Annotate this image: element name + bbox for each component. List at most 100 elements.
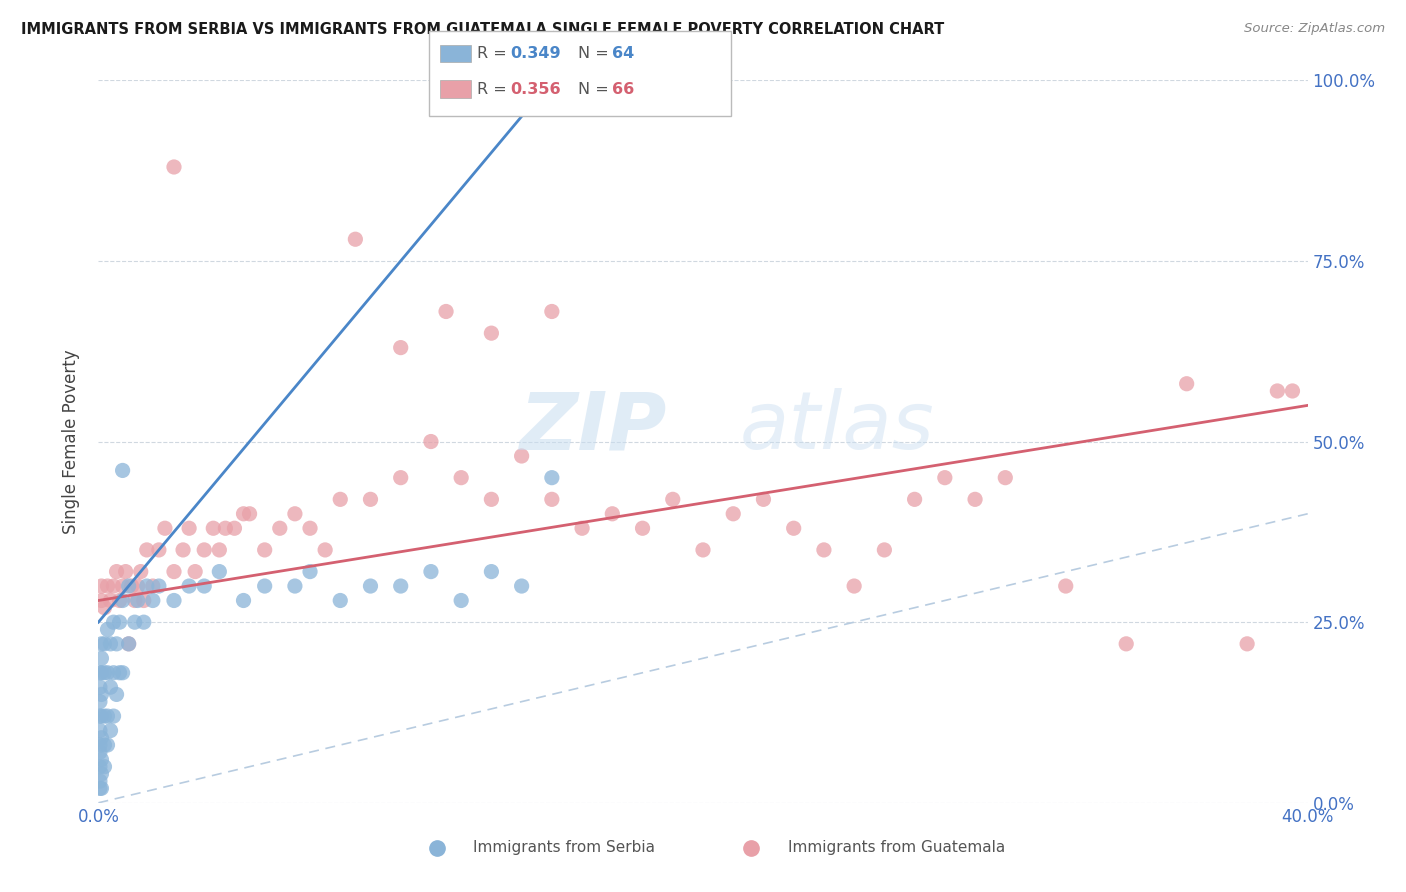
Point bbox=[96, 665, 118, 680]
Point bbox=[90, 767, 112, 781]
Point bbox=[96, 579, 118, 593]
Point bbox=[108, 665, 131, 680]
Text: Immigrants from Guatemala: Immigrants from Guatemala bbox=[787, 840, 1005, 855]
Text: R =: R = bbox=[477, 82, 512, 96]
Point bbox=[90, 579, 112, 593]
Point bbox=[389, 341, 412, 355]
Point bbox=[232, 507, 254, 521]
Point bbox=[481, 565, 503, 579]
Point bbox=[124, 593, 146, 607]
Point bbox=[202, 521, 225, 535]
Point bbox=[127, 593, 149, 607]
Text: 66: 66 bbox=[612, 82, 634, 96]
Point bbox=[1281, 384, 1303, 398]
Point bbox=[1267, 384, 1289, 398]
Point bbox=[90, 687, 112, 701]
Point bbox=[90, 752, 112, 766]
Point bbox=[148, 579, 170, 593]
Point bbox=[481, 492, 503, 507]
Point bbox=[89, 680, 111, 694]
Point bbox=[90, 731, 112, 745]
Point bbox=[96, 709, 118, 723]
Point bbox=[571, 521, 593, 535]
Point bbox=[93, 760, 115, 774]
Point bbox=[89, 665, 111, 680]
Point bbox=[360, 492, 382, 507]
Point bbox=[540, 470, 562, 484]
Point bbox=[135, 579, 157, 593]
Point bbox=[93, 665, 115, 680]
Y-axis label: Single Female Poverty: Single Female Poverty bbox=[62, 350, 80, 533]
Point bbox=[661, 492, 683, 507]
Point bbox=[114, 565, 136, 579]
Point bbox=[269, 521, 291, 535]
Point bbox=[89, 781, 111, 796]
Point bbox=[329, 593, 352, 607]
Point bbox=[723, 507, 745, 521]
Point bbox=[100, 637, 122, 651]
Point bbox=[96, 623, 118, 637]
Point bbox=[253, 542, 276, 557]
Point bbox=[100, 680, 122, 694]
Point bbox=[118, 579, 141, 593]
Point bbox=[752, 492, 775, 507]
Point bbox=[153, 521, 176, 535]
Point bbox=[148, 542, 170, 557]
Point bbox=[299, 565, 322, 579]
Point bbox=[179, 521, 201, 535]
Point bbox=[111, 463, 134, 477]
Point bbox=[132, 593, 155, 607]
Point bbox=[904, 492, 927, 507]
Point bbox=[90, 709, 112, 723]
Point bbox=[172, 542, 194, 557]
Point bbox=[129, 565, 152, 579]
Point bbox=[232, 593, 254, 607]
Point bbox=[105, 565, 128, 579]
Point bbox=[96, 738, 118, 752]
Text: ZIP: ZIP bbox=[519, 388, 666, 467]
Point bbox=[103, 709, 125, 723]
Point bbox=[89, 738, 111, 752]
Point bbox=[934, 470, 956, 484]
Point bbox=[253, 579, 276, 593]
Point bbox=[994, 470, 1017, 484]
Point bbox=[142, 593, 165, 607]
Point bbox=[193, 542, 215, 557]
Point bbox=[184, 565, 207, 579]
Point bbox=[90, 637, 112, 651]
Point bbox=[111, 665, 134, 680]
Point bbox=[692, 542, 714, 557]
Point bbox=[163, 565, 186, 579]
Point bbox=[239, 507, 262, 521]
Point bbox=[90, 665, 112, 680]
Point bbox=[93, 600, 115, 615]
Text: 64: 64 bbox=[612, 46, 634, 61]
Text: N =: N = bbox=[578, 46, 614, 61]
Point bbox=[93, 738, 115, 752]
Point bbox=[1175, 376, 1198, 391]
Point bbox=[314, 542, 336, 557]
Point bbox=[360, 579, 382, 593]
Point bbox=[389, 579, 412, 593]
Point bbox=[214, 521, 236, 535]
Point bbox=[124, 615, 146, 630]
Point bbox=[121, 579, 143, 593]
Point bbox=[844, 579, 866, 593]
Point bbox=[135, 542, 157, 557]
Text: R =: R = bbox=[477, 46, 512, 61]
Point bbox=[108, 593, 131, 607]
Point bbox=[127, 579, 149, 593]
Point bbox=[105, 687, 128, 701]
Point bbox=[510, 579, 533, 593]
Point bbox=[90, 651, 112, 665]
Point bbox=[420, 434, 443, 449]
Point bbox=[965, 492, 987, 507]
Text: Immigrants from Serbia: Immigrants from Serbia bbox=[474, 840, 655, 855]
Point bbox=[420, 565, 443, 579]
Point bbox=[299, 521, 322, 535]
Point bbox=[193, 579, 215, 593]
Point bbox=[93, 709, 115, 723]
Point bbox=[179, 579, 201, 593]
Point bbox=[510, 449, 533, 463]
Text: Source: ZipAtlas.com: Source: ZipAtlas.com bbox=[1244, 22, 1385, 36]
